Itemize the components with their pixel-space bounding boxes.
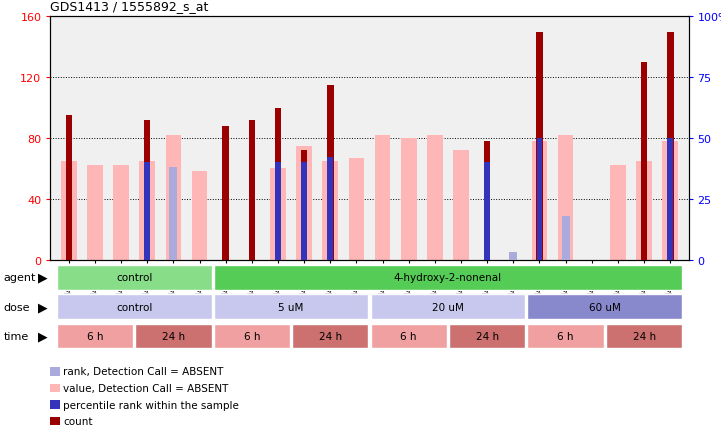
FancyBboxPatch shape [449, 324, 526, 348]
Bar [322, 161, 338, 260]
FancyBboxPatch shape [213, 295, 368, 319]
Text: time: time [4, 331, 29, 341]
FancyBboxPatch shape [57, 295, 211, 319]
FancyBboxPatch shape [292, 324, 368, 348]
FancyBboxPatch shape [213, 324, 290, 348]
Bar [663, 141, 678, 260]
Text: 24 h: 24 h [476, 331, 499, 341]
Bar [636, 161, 652, 260]
Bar [275, 108, 281, 260]
Bar [484, 141, 490, 260]
Bar [301, 151, 307, 260]
FancyBboxPatch shape [528, 295, 682, 319]
Bar [510, 253, 517, 260]
Bar [249, 121, 255, 260]
Bar [327, 85, 334, 260]
Bar [275, 163, 281, 260]
Text: percentile rank within the sample: percentile rank within the sample [63, 400, 239, 410]
Text: 24 h: 24 h [632, 331, 655, 341]
Bar [327, 158, 333, 260]
Bar [427, 136, 443, 260]
Bar [222, 127, 229, 260]
Bar [301, 163, 307, 260]
Bar [668, 139, 673, 260]
Text: 6 h: 6 h [87, 331, 103, 341]
Text: ▶: ▶ [37, 271, 47, 284]
Bar [192, 172, 208, 260]
FancyBboxPatch shape [57, 266, 211, 290]
Bar [144, 121, 151, 260]
Bar [166, 136, 181, 260]
Bar [144, 163, 150, 260]
Bar [375, 136, 391, 260]
Text: 24 h: 24 h [319, 331, 342, 341]
Text: 4-hydroxy-2-nonenal: 4-hydroxy-2-nonenal [394, 273, 502, 283]
Bar [401, 139, 417, 260]
Bar [536, 33, 543, 260]
Bar [169, 168, 177, 260]
Bar [270, 169, 286, 260]
Text: control: control [116, 273, 152, 283]
Bar [485, 163, 490, 260]
Bar [87, 166, 103, 260]
Text: control: control [116, 302, 152, 312]
Text: 24 h: 24 h [162, 331, 185, 341]
Bar [139, 161, 155, 260]
Bar [66, 116, 72, 260]
Text: agent: agent [4, 273, 36, 283]
Bar [348, 158, 364, 260]
Text: 5 uM: 5 uM [278, 302, 304, 312]
Text: 20 uM: 20 uM [432, 302, 464, 312]
Bar [667, 33, 673, 260]
FancyBboxPatch shape [57, 324, 133, 348]
Bar [61, 161, 76, 260]
Text: count: count [63, 416, 93, 426]
Text: dose: dose [4, 302, 30, 312]
FancyBboxPatch shape [136, 324, 211, 348]
Text: rank, Detection Call = ABSENT: rank, Detection Call = ABSENT [63, 367, 224, 377]
Bar [536, 139, 542, 260]
Text: 6 h: 6 h [557, 331, 574, 341]
Text: 6 h: 6 h [400, 331, 417, 341]
FancyBboxPatch shape [528, 324, 603, 348]
Text: value, Detection Call = ABSENT: value, Detection Call = ABSENT [63, 383, 229, 393]
Text: 6 h: 6 h [244, 331, 260, 341]
FancyBboxPatch shape [371, 324, 447, 348]
FancyBboxPatch shape [606, 324, 682, 348]
Bar [531, 141, 547, 260]
Bar [296, 146, 312, 260]
Bar [454, 151, 469, 260]
Text: ▶: ▶ [37, 300, 47, 313]
Bar [558, 136, 573, 260]
FancyBboxPatch shape [213, 266, 682, 290]
FancyBboxPatch shape [371, 295, 526, 319]
Text: 60 uM: 60 uM [589, 302, 621, 312]
Text: ▶: ▶ [37, 329, 47, 342]
Bar [562, 216, 570, 260]
Bar [610, 166, 626, 260]
Bar [641, 63, 647, 260]
Bar [113, 166, 129, 260]
Text: GDS1413 / 1555892_s_at: GDS1413 / 1555892_s_at [50, 0, 209, 13]
